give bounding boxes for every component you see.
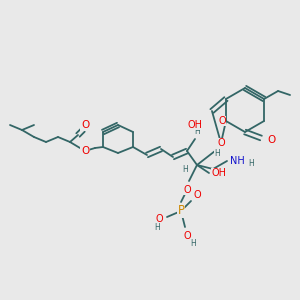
Text: O: O xyxy=(193,190,201,200)
Text: O: O xyxy=(267,135,275,145)
Text: H: H xyxy=(194,127,200,136)
Text: H: H xyxy=(182,164,188,173)
Text: O: O xyxy=(81,146,89,156)
Text: O: O xyxy=(183,231,191,241)
Text: O: O xyxy=(218,116,226,126)
Text: O: O xyxy=(155,214,163,224)
Text: H: H xyxy=(248,158,254,167)
Text: OH: OH xyxy=(188,120,202,130)
Text: OH: OH xyxy=(212,168,226,178)
Text: H: H xyxy=(154,223,160,232)
Text: H: H xyxy=(190,238,196,247)
Text: O: O xyxy=(217,138,225,148)
Text: O: O xyxy=(183,185,191,195)
Text: O: O xyxy=(81,120,89,130)
Text: NH: NH xyxy=(230,156,244,166)
Text: H: H xyxy=(214,148,220,158)
Text: P: P xyxy=(178,205,184,218)
